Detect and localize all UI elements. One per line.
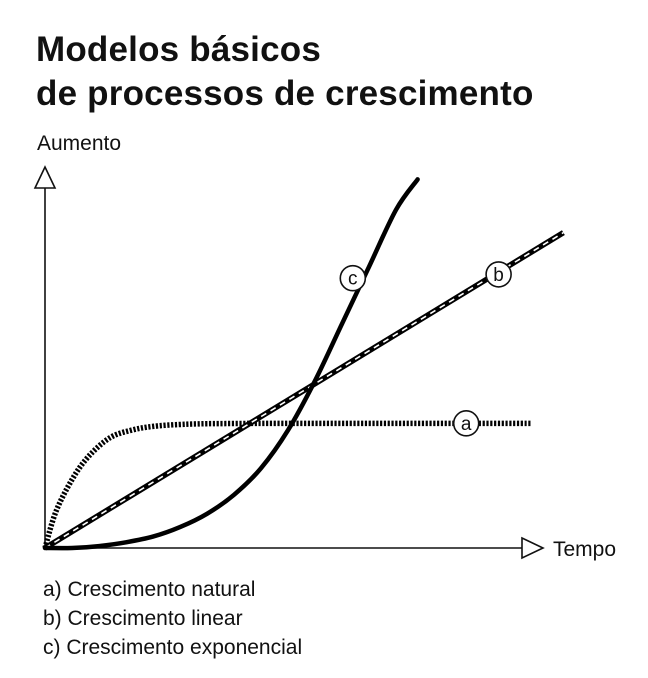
legend: a) Crescimento natural b) Crescimento li… [43,575,302,662]
series-b-dash-pattern [44,231,564,549]
series-label-a-circle [452,410,480,437]
legend-item-b: b) Crescimento linear [43,607,243,630]
series-label-a: a [452,410,480,437]
series-c-line [42,177,420,551]
legend-item-a: a) Crescimento natural [43,578,256,601]
y-axis-label: Aumento [37,132,121,155]
x-axis-arrowhead [521,536,545,560]
chart-title: Modelos básicos de processos de crescime… [36,28,534,116]
axes: Aumento Tempo [33,132,616,561]
series-c [42,177,420,551]
series-label-b-text: b [493,265,504,286]
series-label-a-text: a [461,414,472,435]
x-axis-label: Tempo [553,538,616,561]
title-line-2: de processos de crescimento [36,74,534,113]
legend-item-c: c) Crescimento exponencial [43,636,303,659]
annotation-layer: a b c [339,261,512,437]
series-a-line [42,420,531,549]
series-a [42,420,531,549]
series-layer [42,177,565,551]
title-line-1: Modelos básicos [36,30,322,69]
series-label-c-text: c [348,269,358,290]
series-label-c-circle [339,264,367,292]
series-label-b: b [485,261,512,288]
series-b [43,230,565,551]
series-label-b-circle [485,261,512,288]
series-label-c: c [339,264,367,292]
y-axis-arrowhead [33,165,57,189]
